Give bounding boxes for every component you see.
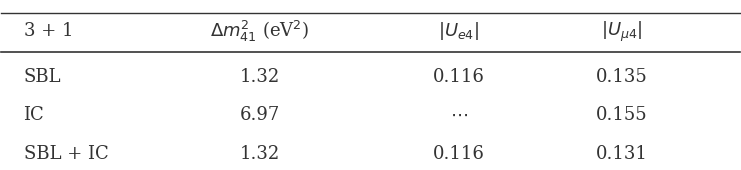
Text: 1.32: 1.32: [239, 144, 280, 163]
Text: $\cdots$: $\cdots$: [450, 106, 468, 124]
Text: 0.131: 0.131: [596, 144, 648, 163]
Text: SBL + IC: SBL + IC: [24, 144, 108, 163]
Text: 3 + 1: 3 + 1: [24, 22, 73, 40]
Text: SBL: SBL: [24, 68, 61, 86]
Text: 0.116: 0.116: [433, 144, 485, 163]
Text: 0.155: 0.155: [596, 106, 648, 124]
Text: $|U_{\mu4}|$: $|U_{\mu4}|$: [601, 19, 642, 44]
Text: $|U_{e4}|$: $|U_{e4}|$: [439, 21, 479, 42]
Text: IC: IC: [24, 106, 44, 124]
Text: $\Delta m^2_{41}$ (eV$^2$): $\Delta m^2_{41}$ (eV$^2$): [210, 19, 309, 44]
Text: 0.116: 0.116: [433, 68, 485, 86]
Text: 1.32: 1.32: [239, 68, 280, 86]
Text: 6.97: 6.97: [239, 106, 280, 124]
Text: 0.135: 0.135: [596, 68, 648, 86]
